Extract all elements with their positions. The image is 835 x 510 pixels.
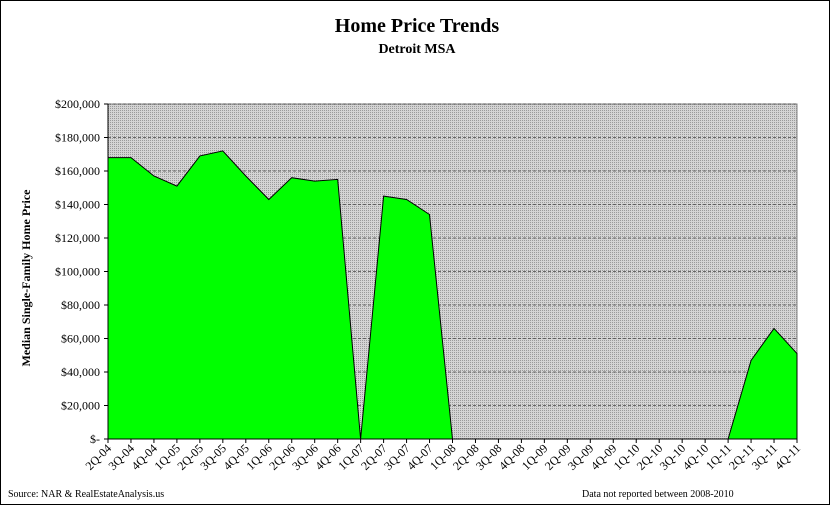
source-note: Source: NAR & RealEstateAnalysis.us (8, 489, 164, 500)
y-axis-label: Median Single-Family Home Price (19, 189, 33, 367)
chart-title: Home Price Trends (335, 15, 500, 37)
y-tick-label: $60,000 (61, 332, 100, 346)
y-tick-label: $200,000 (55, 97, 100, 111)
y-tick-label: $160,000 (55, 164, 100, 178)
y-tick-label: $- (90, 432, 100, 446)
y-tick-label: $100,000 (55, 265, 100, 279)
y-tick-label: $20,000 (61, 399, 100, 413)
y-tick-label: $80,000 (61, 298, 100, 312)
y-tick-label: $180,000 (55, 131, 100, 145)
data-note: Data not reported between 2008-2010 (582, 489, 734, 500)
y-tick-label: $40,000 (61, 365, 100, 379)
y-tick-label: $120,000 (55, 231, 100, 245)
chart-subtitle: Detroit MSA (378, 42, 456, 57)
y-tick-label: $140,000 (55, 198, 100, 212)
